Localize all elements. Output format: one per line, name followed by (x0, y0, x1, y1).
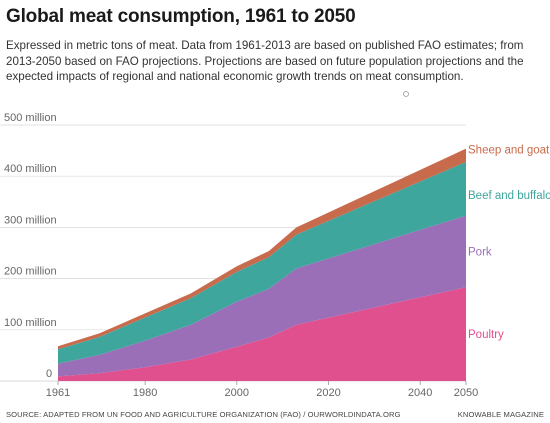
x-tick-label: 2050 (454, 387, 478, 399)
marker-dot (403, 91, 409, 97)
publisher-credit: KNOWABLE MAGAZINE (457, 410, 544, 419)
y-tick-label: 500 million (4, 112, 57, 124)
y-tick-label: 200 million (4, 266, 57, 278)
series-label: Beef and buffalo (468, 190, 550, 202)
chart-subtitle: Expressed in metric tons of meat. Data f… (6, 39, 524, 84)
y-tick-label: 0 (46, 368, 52, 380)
x-tick-label: 1980 (133, 387, 157, 399)
source-note: SOURCE: ADAPTED FROM UN FOOD AND AGRICUL… (6, 410, 401, 419)
beef-buffalo-area (58, 161, 466, 364)
x-tick-label: 2000 (225, 387, 249, 399)
y-tick-label: 100 million (4, 317, 57, 329)
series-label: Poultry (468, 329, 504, 341)
series-label: Pork (468, 246, 492, 258)
series-label: Sheep and goat (468, 145, 550, 157)
x-tick-label: 2020 (316, 387, 340, 399)
chart-title: Global meat consumption, 1961 to 2050 (6, 6, 356, 27)
x-tick-label: 2040 (408, 387, 432, 399)
sheep-goat-area (58, 148, 466, 350)
y-axis-ticks: 0 100 million 200 million 300 million 400 mi… (4, 112, 57, 380)
x-tick-label: 1961 (46, 387, 70, 399)
poultry-area (58, 287, 466, 381)
y-tick-label: 400 million (4, 163, 57, 175)
series-labels: Poultry Pork Beef and buffalo Sheep and goa… (468, 145, 550, 342)
pork-area (58, 215, 466, 377)
area-layer (58, 148, 466, 381)
x-axis-ticks: 1961 1980 2000 2020 2040 2050 (46, 381, 478, 399)
y-tick-label: 300 million (4, 214, 57, 226)
